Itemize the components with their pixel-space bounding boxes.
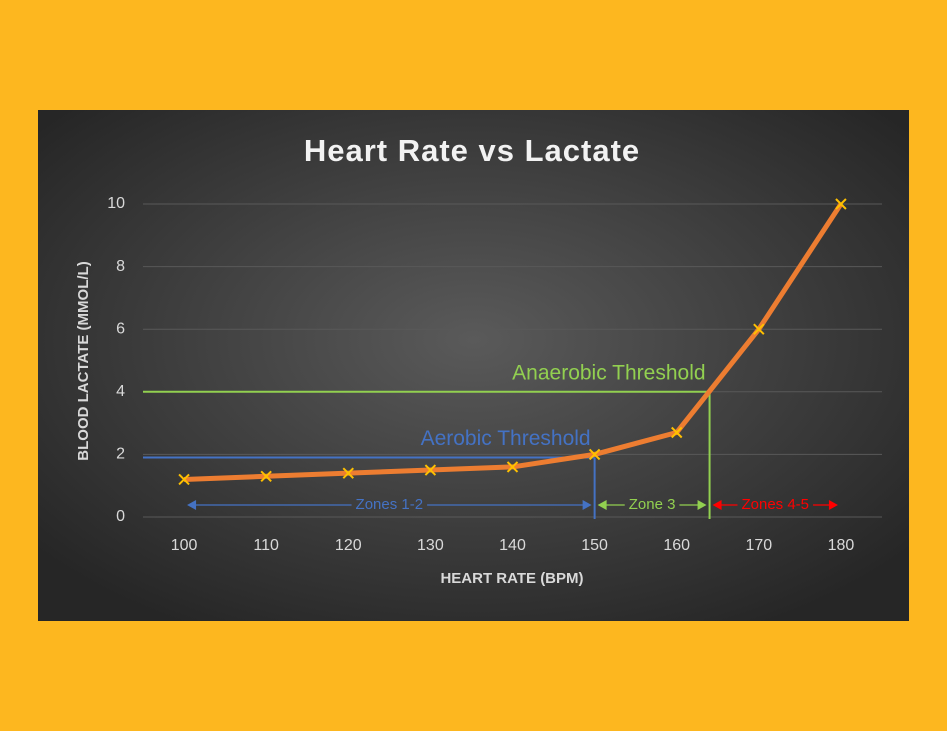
- marker: [588, 448, 601, 461]
- x-tick-label: 140: [499, 537, 526, 554]
- y-axis-label: BLOOD LACTATE (MMOL/L): [75, 261, 92, 460]
- y-tick-label: 6: [116, 320, 125, 337]
- x-tick-label: 130: [417, 537, 444, 554]
- marker: [835, 198, 847, 210]
- y-tick-label: 10: [107, 195, 125, 212]
- y-tick-label: 4: [116, 383, 125, 400]
- zone-arrowhead: [697, 500, 707, 510]
- marker: [342, 467, 354, 479]
- marker: [506, 461, 519, 473]
- chart-title: Heart Rate vs Lactate: [304, 133, 640, 168]
- zone-arrowhead: [597, 500, 607, 510]
- y-tick-label: 0: [116, 508, 125, 525]
- zone-arrowhead: [828, 500, 838, 510]
- threshold-label: Anaerobic Threshold: [512, 361, 705, 384]
- x-tick-label: 180: [828, 537, 855, 554]
- x-tick-label: 160: [663, 537, 690, 554]
- x-tick-label: 100: [171, 537, 198, 554]
- x-axis-label: HEART RATE (BPM): [440, 570, 583, 587]
- y-tick-label: 8: [116, 258, 125, 275]
- x-tick-label: 110: [253, 537, 279, 554]
- zone-label: Zone 3: [629, 496, 676, 513]
- zone-arrowhead: [582, 500, 592, 510]
- marker: [424, 464, 437, 476]
- marker: [671, 426, 683, 439]
- zone-label: Zones 1-2: [356, 496, 424, 513]
- x-tick-label: 120: [335, 537, 362, 554]
- y-tick-label: 2: [116, 446, 125, 463]
- marker: [753, 323, 765, 335]
- zone-arrowhead: [712, 500, 722, 510]
- chart-panel: [38, 110, 909, 621]
- x-tick-label: 150: [581, 537, 608, 554]
- zone-arrowhead: [187, 500, 197, 510]
- threshold-label: Aerobic Threshold: [421, 427, 591, 450]
- marker: [178, 473, 190, 486]
- x-tick-label: 170: [745, 537, 772, 554]
- marker: [260, 470, 272, 483]
- zone-label: Zones 4-5: [741, 496, 809, 513]
